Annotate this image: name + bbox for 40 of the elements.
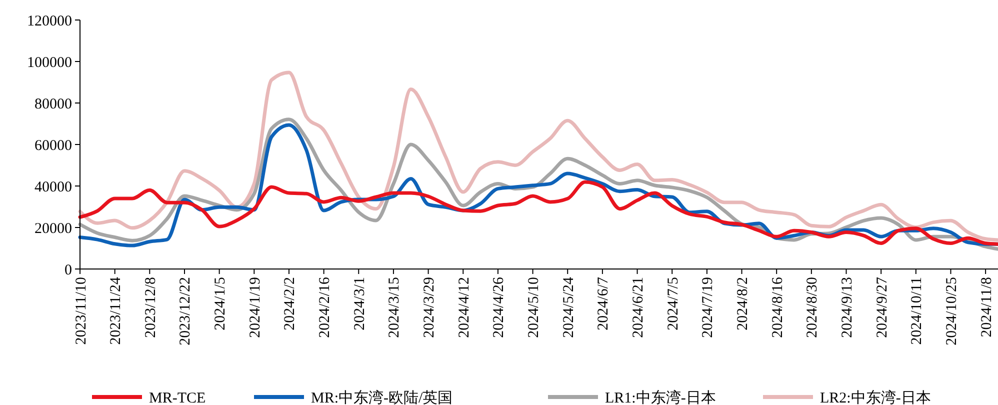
legend-label: MR:中东湾-欧陆/英国 xyxy=(311,389,453,405)
x-tick-label: 2024/10/11 xyxy=(909,277,926,345)
x-tick-label: 2024/9/27 xyxy=(874,276,890,338)
y-tick-label: 40000 xyxy=(34,179,72,196)
x-tick-label: 2024/4/12 xyxy=(456,277,472,338)
x-tick-label: 2024/2/16 xyxy=(317,276,334,338)
x-tick-label: 2023/11/24 xyxy=(108,276,124,345)
x-tick-label: 2024/2/2 xyxy=(282,277,298,330)
x-tick-label: 2024/7/5 xyxy=(665,277,682,330)
legend-label: LR1:中东湾-日本 xyxy=(605,389,716,405)
x-tick-label: 2023/12/22 xyxy=(178,277,194,346)
x-tick-label: 2024/7/19 xyxy=(700,277,716,338)
x-tick-label: 2024/8/2 xyxy=(735,277,752,330)
x-tick-label: 2024/6/21 xyxy=(630,277,647,338)
x-tick-label: 2024/9/13 xyxy=(839,277,856,338)
x-tick-label: 2024/5/10 xyxy=(526,277,542,338)
x-tick-label: 2024/10/25 xyxy=(944,277,960,346)
x-tick-label: 2024/1/5 xyxy=(212,277,229,330)
x-tick-label: 2024/5/24 xyxy=(560,276,577,338)
y-tick-label: 80000 xyxy=(34,96,72,112)
x-tick-label: 2024/3/15 xyxy=(386,277,403,338)
x-tick-label: 2024/6/7 xyxy=(596,276,612,330)
legend-label: LR2:中东湾-日本 xyxy=(820,389,931,405)
line-series xyxy=(78,70,998,242)
x-tick-label: 2023/11/10 xyxy=(73,277,90,345)
y-tick-label: 60000 xyxy=(34,138,72,154)
legend-label: MR-TCE xyxy=(149,390,206,405)
y-tick-label: 100000 xyxy=(27,54,72,71)
y-tick-label: 20000 xyxy=(34,220,72,237)
x-tick-label: 2024/8/16 xyxy=(770,276,786,338)
x-tick-label: 2024/3/29 xyxy=(422,277,438,338)
x-tick-label: 2024/8/30 xyxy=(804,277,821,338)
x-tick-label: 2024/1/19 xyxy=(247,277,264,338)
x-tick-label: 2024/11/8 xyxy=(978,277,995,338)
y-tick-label: 120000 xyxy=(27,13,72,30)
x-tick-label: 2024/3/1 xyxy=(352,277,368,330)
line-series xyxy=(78,180,998,246)
y-tick-label: 0 xyxy=(64,262,72,278)
x-tick-label: 2023/12/8 xyxy=(142,277,159,338)
x-tick-label: 2024/4/26 xyxy=(491,276,508,338)
